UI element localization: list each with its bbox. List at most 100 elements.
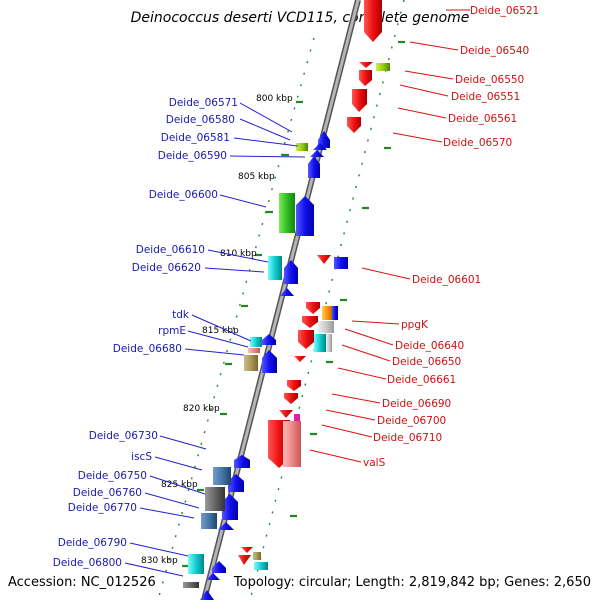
gene-block-blue[interactable]	[332, 306, 338, 320]
scale-label: 815 kbp	[202, 326, 239, 336]
gene-label[interactable]: Deide_06790	[58, 537, 127, 549]
gene-block-pink[interactable]	[283, 421, 301, 467]
gene-arrow-reverse[interactable]	[359, 70, 372, 86]
gene-block-cyan[interactable]	[314, 334, 326, 352]
gene-arrow-reverse[interactable]	[302, 316, 318, 328]
gene-block-steel[interactable]	[201, 513, 217, 529]
gene-block-pink[interactable]	[248, 348, 260, 353]
gene-block-cyan[interactable]	[250, 337, 262, 347]
forward-strand-genes	[183, 131, 330, 600]
gene-arrow-reverse[interactable]	[352, 89, 367, 112]
scale-ticks	[157, 0, 405, 600]
gene-arrow-reverse[interactable]	[279, 410, 293, 418]
scale-label: 810 kbp	[220, 249, 257, 259]
gene-label[interactable]: Deide_06550	[455, 74, 524, 86]
gene-block-orange[interactable]	[322, 306, 332, 320]
gene-block-olive[interactable]	[253, 552, 261, 560]
gene-arrow-forward[interactable]	[296, 196, 314, 236]
gene-label[interactable]: iscS	[131, 451, 152, 463]
gene-label[interactable]: Deide_06590	[158, 150, 227, 162]
gene-label[interactable]: Deide_06680	[113, 343, 182, 355]
scale-label: 825 kbp	[161, 480, 198, 490]
gene-block-green[interactable]	[279, 193, 295, 233]
gene-arrow-forward[interactable]	[318, 131, 330, 148]
gene-label[interactable]: Deide_06581	[161, 132, 230, 144]
gene-arrow-reverse[interactable]	[347, 117, 361, 133]
gene-arrow-forward[interactable]	[280, 288, 294, 296]
gene-label[interactable]: Deide_06760	[73, 487, 142, 499]
gene-arrow-reverse[interactable]	[317, 255, 331, 264]
gene-label[interactable]: Deide_06540	[460, 45, 529, 57]
gene-block-magenta[interactable]	[294, 414, 300, 422]
gene-arrow-forward[interactable]	[308, 156, 320, 178]
left-gene-labels: Deide_06571 Deide_06580 Deide_06581 Deid…	[53, 97, 238, 569]
gene-label[interactable]: Deide_06521	[470, 5, 539, 17]
topology-text: Topology: circular; Length: 2,819,842 bp…	[233, 575, 591, 590]
gene-block-blue[interactable]	[334, 257, 348, 269]
gene-label[interactable]: Deide_06551	[451, 91, 520, 103]
gene-label[interactable]: Deide_06610	[136, 244, 205, 256]
gene-label[interactable]: Deide_06620	[132, 262, 201, 274]
scale-label: 830 kbp	[141, 556, 178, 566]
gene-arrow-forward[interactable]	[200, 590, 214, 600]
gene-label[interactable]: Deide_06690	[382, 398, 451, 410]
left-label-leaders	[124, 102, 306, 577]
gene-arrow-forward[interactable]	[262, 350, 277, 373]
gene-label[interactable]: Deide_06570	[443, 137, 512, 149]
gene-block-cyan[interactable]	[268, 256, 282, 280]
gene-block-olive[interactable]	[244, 355, 258, 371]
gene-label[interactable]: Deide_06561	[448, 113, 517, 125]
gene-label[interactable]: Deide_06700	[377, 415, 446, 427]
gene-label[interactable]: Deide_06730	[89, 430, 158, 442]
gene-arrow-forward[interactable]	[284, 260, 298, 284]
gene-block-lime[interactable]	[296, 143, 308, 151]
gene-label[interactable]: Deide_06750	[78, 470, 147, 482]
gene-block-lime[interactable]	[376, 63, 390, 71]
scale-label: 820 kbp	[183, 404, 220, 414]
gene-arrow-forward[interactable]	[262, 334, 276, 345]
gene-arrow-reverse[interactable]	[364, 0, 382, 42]
gene-label[interactable]: ppgK	[401, 319, 429, 331]
gene-arrow-reverse[interactable]	[298, 330, 314, 349]
gene-label[interactable]: Deide_06650	[392, 356, 461, 368]
gene-label[interactable]: Deide_06661	[387, 374, 456, 386]
gene-arrow-forward[interactable]	[206, 573, 220, 580]
gene-arrow-forward[interactable]	[234, 455, 250, 468]
gene-label[interactable]: valS	[363, 457, 386, 469]
gene-arrow-reverse[interactable]	[284, 393, 298, 404]
gene-arrow-reverse[interactable]	[306, 302, 320, 314]
gene-block-lightgray[interactable]	[318, 321, 334, 333]
gene-arrow-reverse[interactable]	[287, 380, 301, 391]
gene-label[interactable]: Deide_06640	[395, 340, 464, 352]
gene-block-gray[interactable]	[183, 582, 199, 588]
gene-label[interactable]: Deide_06600	[149, 189, 218, 201]
gene-arrow-forward[interactable]	[228, 474, 244, 492]
scale-tick-marks	[182, 40, 405, 568]
gene-block-cyan[interactable]	[188, 554, 204, 574]
gene-label[interactable]: Deide_06580	[166, 114, 235, 126]
gene-label[interactable]: tdk	[172, 309, 190, 321]
gene-label[interactable]: Deide_06770	[68, 502, 137, 514]
gene-block-steel[interactable]	[213, 467, 231, 485]
gene-label[interactable]: Deide_06571	[169, 97, 238, 109]
scale-labels: 800 kbp 805 kbp 810 kbp 815 kbp 820 kbp …	[141, 94, 293, 566]
gene-arrow-reverse[interactable]	[294, 356, 306, 362]
gene-arrow-forward[interactable]	[310, 150, 324, 157]
map-title: Deinococcus deserti VCD115, complete gen…	[131, 10, 470, 26]
gene-arrow-forward[interactable]	[212, 561, 226, 573]
gene-label[interactable]: Deide_06800	[53, 557, 122, 569]
gene-block-cyan[interactable]	[254, 562, 268, 570]
gene-arrow-reverse[interactable]	[359, 62, 373, 68]
gene-label[interactable]: Deide_06710	[373, 432, 442, 444]
gene-arrow-reverse[interactable]	[241, 547, 253, 553]
gene-block-gray[interactable]	[205, 487, 225, 511]
gene-block-lightgray[interactable]	[326, 334, 332, 352]
gene-arrow-forward[interactable]	[313, 143, 327, 150]
gene-arrow-forward[interactable]	[222, 494, 238, 520]
gene-label[interactable]: Deide_06601	[412, 274, 481, 286]
gene-label[interactable]: rpmE	[158, 325, 186, 337]
gene-arrow-forward[interactable]	[218, 522, 234, 530]
gene-arrow-reverse[interactable]	[238, 555, 251, 565]
scale-label: 800 kbp	[256, 94, 293, 104]
